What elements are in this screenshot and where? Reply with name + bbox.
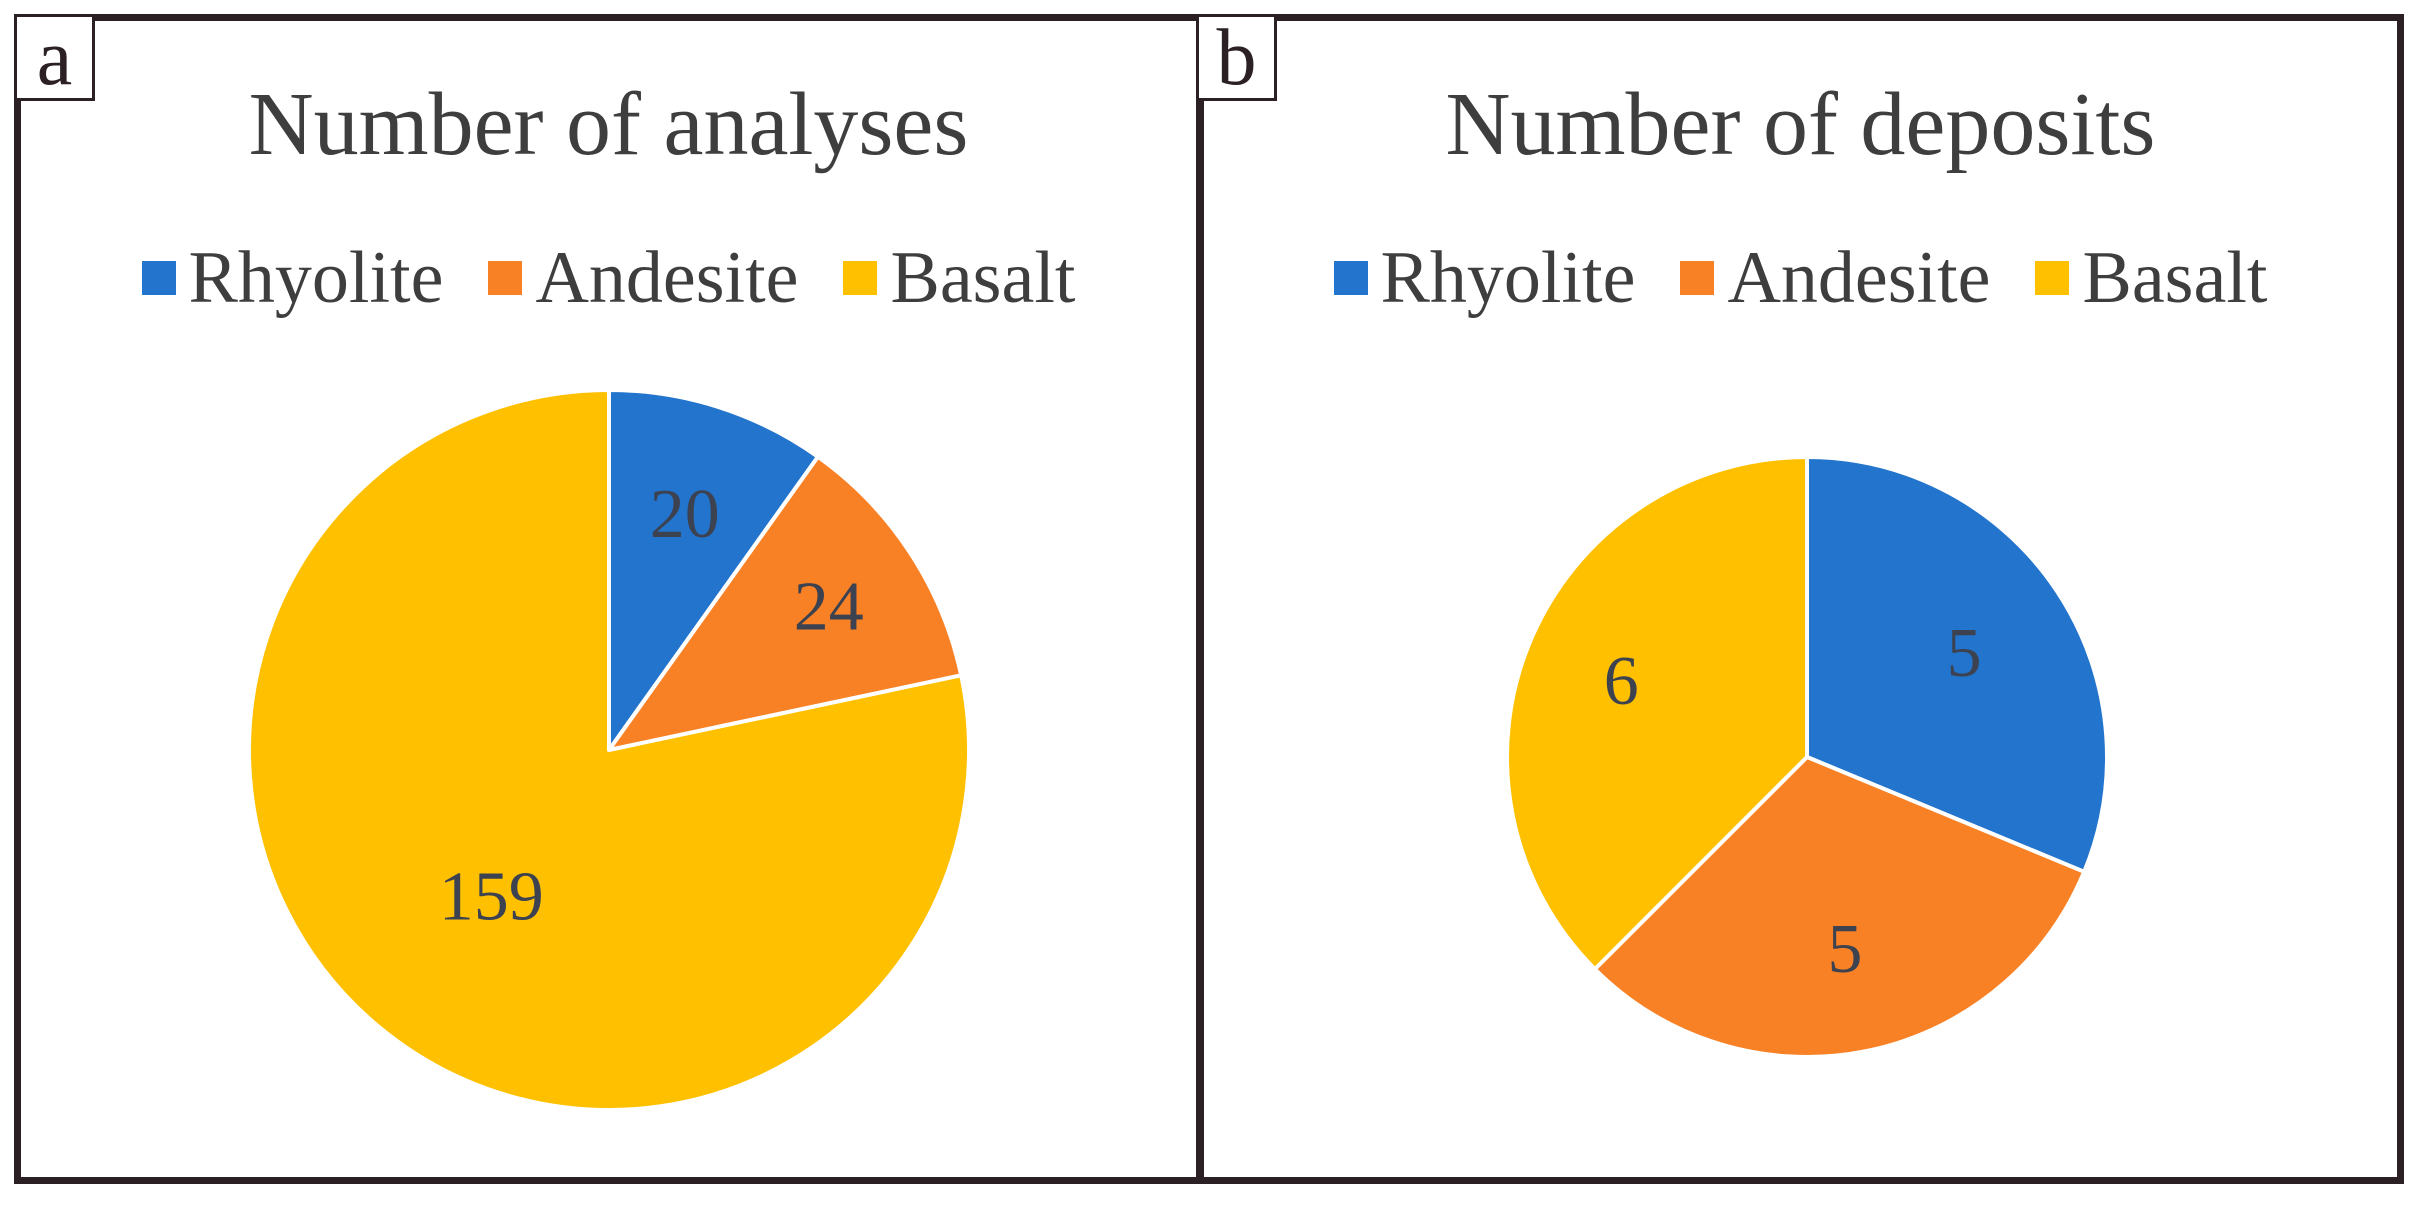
- slice-value-label-rhyolite: 5: [1947, 615, 1982, 692]
- panel-a-letter: a: [36, 13, 73, 102]
- panel-a-label-box: a: [14, 14, 95, 101]
- legend-swatch-basalt: [843, 261, 878, 295]
- pie-chart-analyses: 20 24 159: [247, 388, 971, 1112]
- panel-b-title: Number of deposits: [1445, 75, 2156, 174]
- slice-value-label-rhyolite: 20: [650, 476, 720, 553]
- figure-frame: a Number of analyses Rhyolite Andesite B…: [14, 14, 2404, 1184]
- pie-slice-andesite: [1592, 755, 2087, 1059]
- panel-b-letter: b: [1216, 13, 1257, 102]
- legend-item-rhyolite: Rhyolite: [141, 237, 444, 319]
- panel-a-legend: Rhyolite Andesite Basalt: [21, 241, 1196, 315]
- pie-chart-deposits: 5 5 6: [1505, 455, 2109, 1059]
- legend-label-rhyolite: Rhyolite: [188, 237, 444, 319]
- legend-swatch-andesite: [1680, 261, 1715, 295]
- panel-analyses: a Number of analyses Rhyolite Andesite B…: [14, 14, 1204, 1177]
- slice-value-label-basalt: 6: [1604, 643, 1639, 720]
- legend-label-rhyolite: Rhyolite: [1380, 237, 1636, 319]
- pie-slice-basalt: [247, 388, 971, 1112]
- legend-label-basalt: Basalt: [890, 237, 1076, 319]
- legend-label-basalt: Basalt: [2082, 237, 2268, 319]
- legend-swatch-rhyolite: [141, 261, 176, 295]
- pie-slice-basalt: [1505, 455, 1809, 972]
- legend-item-basalt: Basalt: [843, 241, 1075, 315]
- panel-b-legend: Rhyolite Andesite Basalt: [1204, 241, 2397, 315]
- legend-item-andesite: Andesite: [1680, 241, 1990, 315]
- legend-label-andesite: Andesite: [1727, 237, 1991, 319]
- pie-slice-rhyolite: [1805, 455, 2109, 874]
- slice-value-label-andesite: 24: [794, 569, 864, 646]
- legend-item-basalt: Basalt: [2035, 241, 2267, 315]
- panel-deposits: b Number of deposits Rhyolite Andesite B…: [1196, 14, 2397, 1177]
- slice-value-label-basalt: 159: [439, 858, 544, 935]
- pie-slice-andesite: [607, 454, 964, 752]
- panel-b-label-box: b: [1196, 14, 1277, 101]
- legend-item-andesite: Andesite: [488, 241, 798, 315]
- legend-item-rhyolite: Rhyolite: [1333, 237, 1636, 319]
- legend-label-andesite: Andesite: [535, 237, 799, 319]
- legend-swatch-andesite: [488, 261, 523, 295]
- legend-swatch-rhyolite: [1333, 261, 1368, 295]
- slice-value-label-andesite: 5: [1828, 911, 1863, 988]
- panel-a-title: Number of analyses: [248, 75, 969, 174]
- legend-swatch-basalt: [2035, 261, 2070, 295]
- pie-slice-rhyolite: [607, 388, 820, 752]
